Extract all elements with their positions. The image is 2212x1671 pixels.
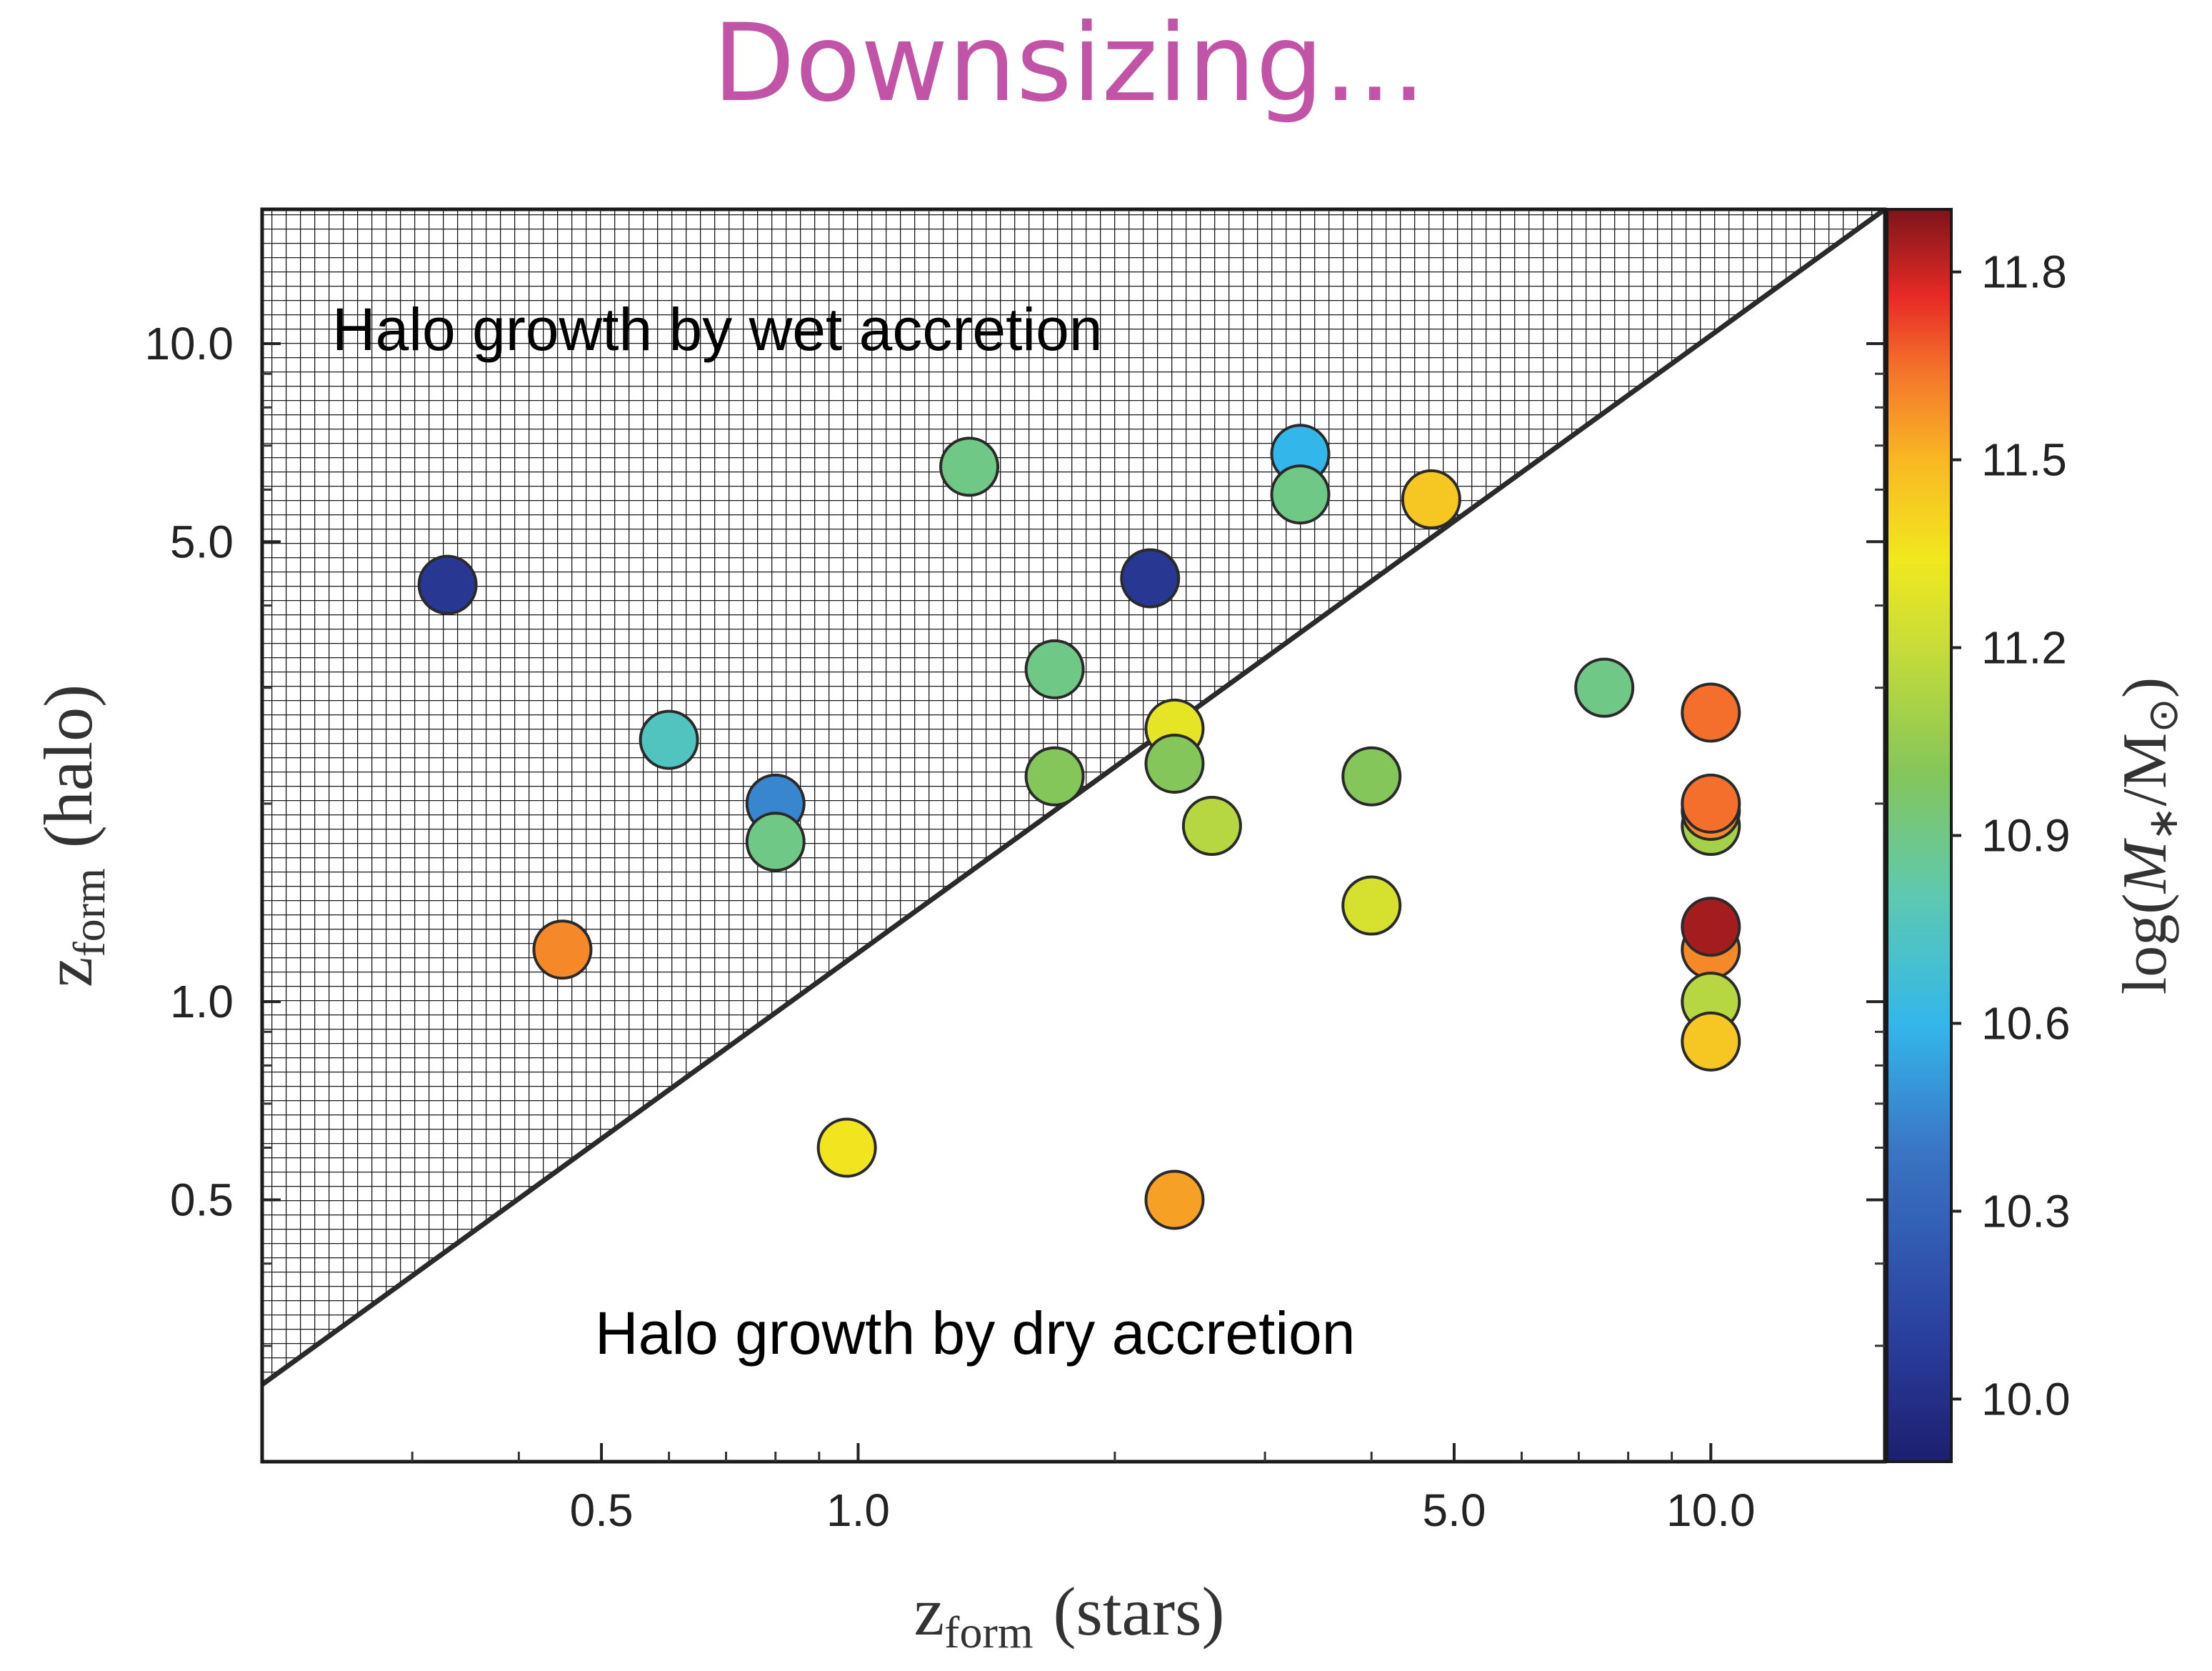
y-axis-label: zform (halo) [30, 684, 114, 987]
y-tick-label: 10.0 [144, 318, 234, 369]
data-point [1024, 639, 1085, 699]
x-axis-label-base: z [914, 1573, 945, 1650]
colorbar-label-mid: /M [2111, 733, 2180, 807]
colorbar-tick-label: 10.6 [1981, 997, 2071, 1049]
colorbar-tick-label: 10.3 [1981, 1185, 2071, 1237]
x-tick-label: 1.0 [826, 1485, 890, 1536]
y-tick-label: 0.5 [170, 1174, 234, 1225]
plot-frame [260, 207, 1887, 1464]
x-tick-label: 10.0 [1666, 1485, 1756, 1536]
colorbar-tick-label: 11.8 [1981, 246, 2067, 298]
data-point [532, 919, 593, 980]
x-tick-label: 0.5 [570, 1485, 634, 1536]
data-point [816, 1117, 877, 1178]
colorbar-label-sub1: ∗ [2140, 806, 2186, 841]
x-axis-label-rest: (stars) [1054, 1573, 1225, 1650]
colorbar-tick-label: 11.2 [1981, 622, 2067, 674]
y-axis-label-sub: form [64, 868, 114, 957]
colorbar-label-sub2: ⊙ [2140, 698, 2186, 733]
scatter-points [417, 424, 1741, 1230]
colorbar-label-post: ) [2111, 677, 2180, 698]
y-axis-label-rest: (halo) [30, 684, 106, 848]
colorbar-tick-label: 11.5 [1981, 434, 2067, 486]
x-axis-label-sub: form [944, 1607, 1033, 1657]
data-point [1574, 657, 1635, 718]
data-point [1341, 746, 1402, 807]
y-tick-label: 1.0 [170, 976, 234, 1027]
data-point [639, 709, 699, 770]
colorbar-gradient [1887, 209, 1951, 1462]
colorbar-label-pre: log( [2111, 893, 2180, 994]
colorbar-label-base: M [2111, 837, 2180, 894]
data-point [417, 554, 478, 615]
y-axis-label-base: z [30, 957, 106, 988]
dry-accretion-label: Halo growth by dry accretion [595, 1300, 1355, 1367]
colorbar-label: log(M∗/M⊙) [2111, 677, 2186, 994]
colorbar-tick-label: 10.0 [1981, 1373, 2071, 1425]
x-axis-label: zform (stars) [914, 1573, 1225, 1657]
chart-title: Downsizing... [713, 1, 1426, 126]
colorbar: 10.0 10.3 10.6 10.9 11.2 11.5 11.8 [1886, 208, 2071, 1463]
data-point [1681, 1011, 1741, 1072]
data-point [1181, 796, 1242, 857]
wet-accretion-label: Halo growth by wet accretion [332, 296, 1103, 363]
y-tick-label: 5.0 [170, 516, 234, 567]
colorbar-ticks: 10.0 10.3 10.6 10.9 11.2 11.5 11.8 [1951, 246, 2071, 1425]
data-point [1144, 733, 1205, 794]
colorbar-tick-label: 10.9 [1981, 810, 2071, 862]
y-axis-ticks: 0.5 1.0 5.0 10.0 [144, 318, 1885, 1225]
data-point [1681, 682, 1741, 743]
plot-area [260, 207, 1887, 1464]
data-point [1341, 875, 1402, 936]
data-point [1144, 1169, 1205, 1230]
data-point [1681, 773, 1741, 834]
data-point [939, 437, 1000, 497]
x-axis-ticks: 0.5 1.0 5.0 10.0 [570, 1443, 1756, 1536]
x-tick-label: 5.0 [1422, 1485, 1486, 1536]
data-point [1024, 746, 1085, 807]
data-point [1401, 469, 1461, 529]
data-point [1120, 548, 1181, 609]
data-point [745, 812, 806, 872]
data-point [1270, 464, 1331, 525]
data-point [1681, 897, 1741, 957]
